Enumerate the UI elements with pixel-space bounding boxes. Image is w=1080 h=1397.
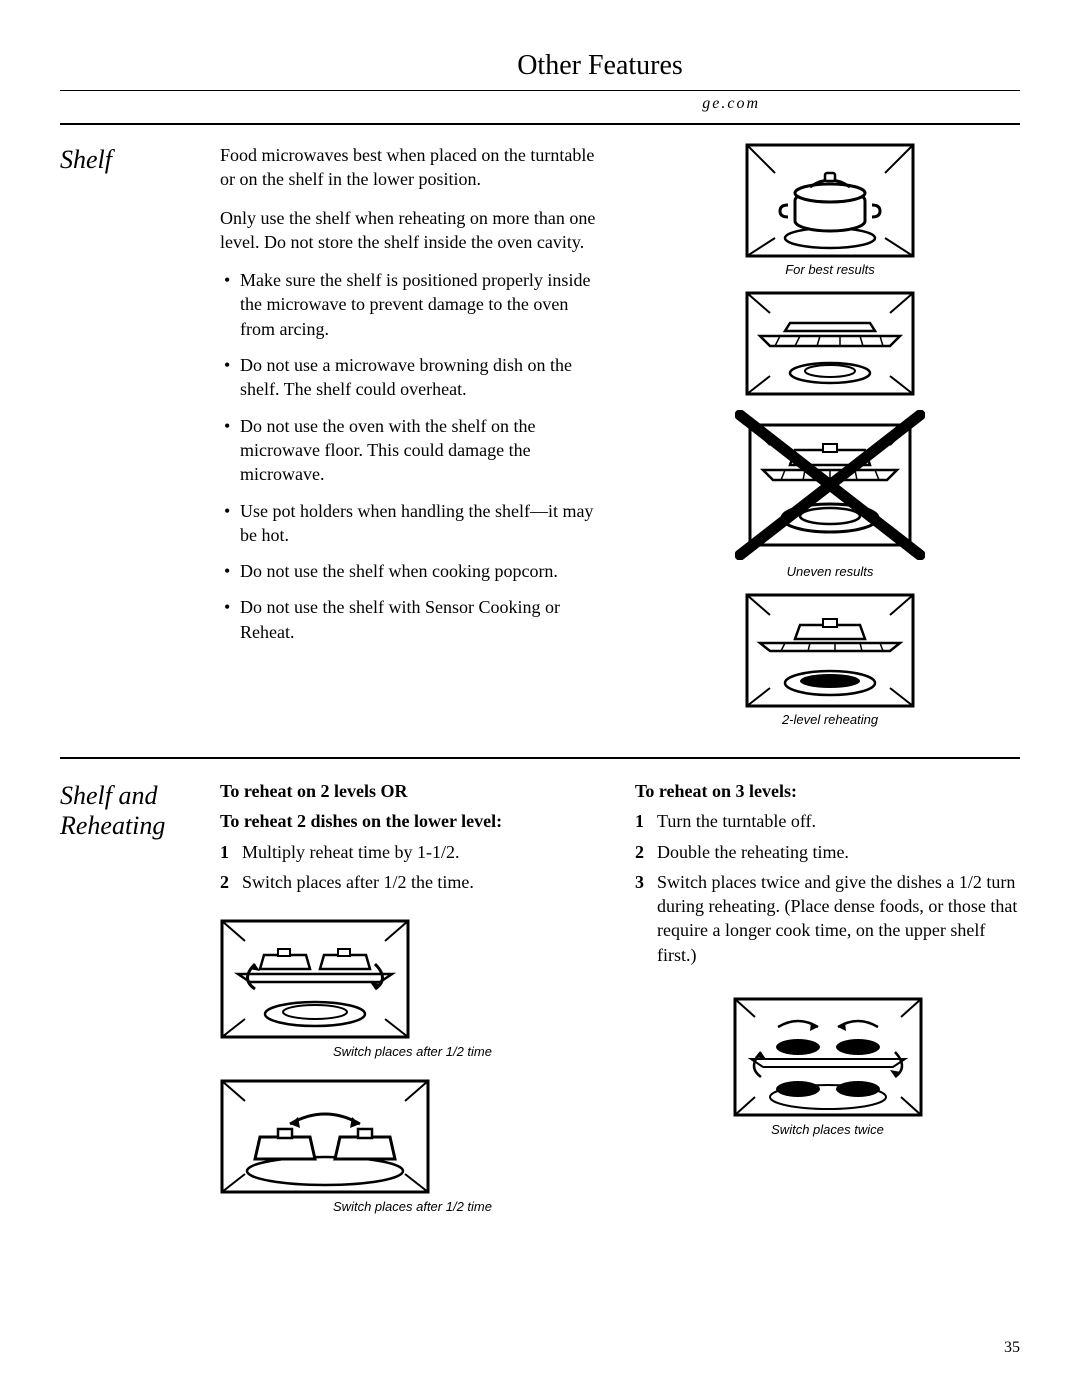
step-text: Switch places twice and give the dishes …	[657, 872, 1017, 965]
page-title: Other Features	[180, 50, 1020, 82]
step-text: Multiply reheat time by 1-1/2.	[242, 842, 459, 862]
shelf-bullet: Do not use the shelf when cooking popcor…	[224, 559, 600, 583]
fig-switch-3level: Switch places twice	[635, 997, 1020, 1139]
fig-2level: 2-level reheating	[745, 593, 915, 727]
shelf-para2: Only use the shelf when reheating on mor…	[220, 206, 600, 255]
shelf-bullet: Do not use the oven with the shelf on th…	[224, 414, 600, 487]
list-item: 1Multiply reheat time by 1-1/2.	[220, 840, 605, 864]
section-reheating: Shelf and Reheating To reheat on 2 level…	[60, 779, 1020, 1215]
fig-shelf-plate	[745, 291, 915, 396]
fig-caption: Switch places twice	[635, 1121, 1020, 1139]
list-item: 2Double the reheating time.	[635, 840, 1020, 864]
list-item: 1Turn the turntable off.	[635, 809, 1020, 833]
reheat-2-heading2: To reheat 2 dishes on the lower level:	[220, 809, 605, 833]
shelf-bullet: Do not use a microwave browning dish on …	[224, 353, 600, 402]
fig-switch-2level: Switch places after 1/2 time	[220, 919, 605, 1061]
shelf-bullet: Use pot holders when handling the shelf—…	[224, 499, 600, 548]
fig-caption: For best results	[745, 262, 915, 277]
fig-best-results: For best results	[745, 143, 915, 277]
side-label-reheating: Shelf and Reheating	[60, 779, 220, 841]
reheat-2-heading1: To reheat on 2 levels OR	[220, 779, 605, 803]
rule-mid	[60, 757, 1020, 759]
fig-caption: Switch places after 1/2 time	[220, 1198, 605, 1216]
step-text: Switch places after 1/2 the time.	[242, 872, 474, 892]
reheat-left: To reheat on 2 levels OR To reheat 2 dis…	[220, 779, 605, 1215]
page-number: 35	[1004, 1339, 1020, 1357]
fig-uneven: Uneven results	[735, 410, 925, 579]
step-text: Turn the turntable off.	[657, 811, 816, 831]
step-text: Double the reheating time.	[657, 842, 849, 862]
shelf-text: Food microwaves best when placed on the …	[220, 143, 600, 727]
section-shelf: Shelf Food microwaves best when placed o…	[60, 143, 1020, 727]
shelf-bullet: Make sure the shelf is positioned proper…	[224, 268, 600, 341]
shelf-bullet: Do not use the shelf with Sensor Cooking…	[224, 595, 600, 644]
side-label-shelf: Shelf	[60, 143, 220, 175]
fig-caption: 2-level reheating	[745, 712, 915, 727]
rule-thick-1	[60, 123, 1020, 125]
header-url: ge.com	[60, 95, 1020, 113]
list-item: 3Switch places twice and give the dishes…	[635, 870, 1020, 967]
reheat-3-heading: To reheat on 3 levels:	[635, 779, 1020, 803]
reheat-right: To reheat on 3 levels: 1Turn the turntab…	[635, 779, 1020, 1215]
shelf-para1: Food microwaves best when placed on the …	[220, 143, 600, 192]
fig-caption: Uneven results	[735, 564, 925, 579]
rule-top	[60, 90, 1020, 91]
fig-switch-lower: Switch places after 1/2 time	[220, 1079, 605, 1216]
list-item: 2Switch places after 1/2 the time.	[220, 870, 605, 894]
fig-caption: Switch places after 1/2 time	[220, 1043, 605, 1061]
shelf-figures: For best results	[640, 143, 1020, 727]
